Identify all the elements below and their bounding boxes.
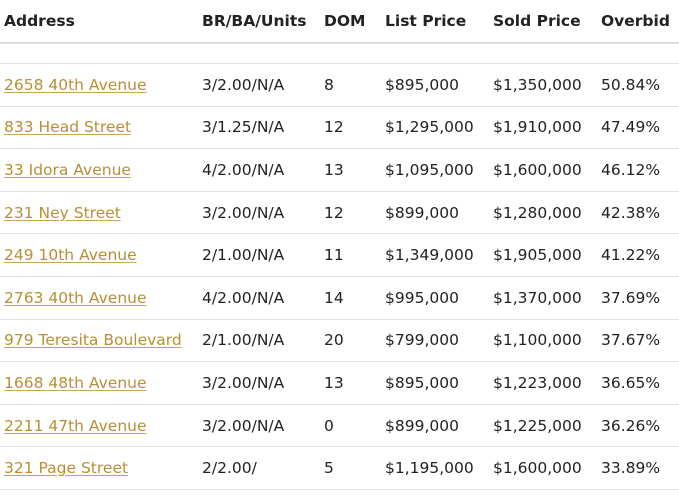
list-price-cell: $895,000	[381, 361, 489, 405]
table-row: 2763 40th Avenue 4/2.00/N/A 14 $995,000 …	[0, 276, 679, 320]
table-row: 33 Idora Avenue 4/2.00/N/A 13 $1,095,000…	[0, 148, 679, 192]
overbid-cell: 47.49%	[597, 106, 679, 150]
address-link[interactable]: 231 Ney Street	[4, 203, 121, 222]
sold-price-cell: $1,100,000	[489, 319, 597, 363]
list-price-cell: $995,000	[381, 276, 489, 320]
address-link[interactable]: 321 Page Street	[4, 459, 129, 478]
overbid-cell: 36.65%	[597, 361, 679, 405]
overbid-cell: 50.84%	[597, 63, 679, 107]
address-cell: 833 Head Street	[0, 106, 198, 150]
dom-cell: 12	[320, 191, 381, 235]
dom-cell: 12	[320, 106, 381, 150]
sold-price-cell: $1,370,000	[489, 276, 597, 320]
br-ba-units-cell: 3/2.00/N/A	[198, 63, 320, 107]
column-header-overbid: Overbid	[597, 0, 679, 44]
sold-price-cell: $1,600,000	[489, 148, 597, 192]
column-header-br-ba-units: BR/BA/Units	[198, 0, 320, 44]
address-cell: 249 10th Avenue	[0, 233, 198, 277]
list-price-cell: $1,095,000	[381, 148, 489, 192]
header-spacer-row	[0, 43, 679, 64]
dom-cell: 13	[320, 361, 381, 405]
spacer-cell	[0, 43, 679, 64]
list-price-cell: $799,000	[381, 319, 489, 363]
overbid-cell: 37.69%	[597, 276, 679, 320]
address-cell: 2763 40th Avenue	[0, 276, 198, 320]
address-link[interactable]: 833 Head Street	[4, 118, 132, 137]
table-row: 2658 40th Avenue 3/2.00/N/A 8 $895,000 $…	[0, 63, 679, 107]
address-cell: 321 Page Street	[0, 446, 198, 490]
table-row: 1668 48th Avenue 3/2.00/N/A 13 $895,000 …	[0, 361, 679, 405]
column-header-list-price: List Price	[381, 0, 489, 44]
dom-cell: 20	[320, 319, 381, 363]
overbid-cell: 36.26%	[597, 404, 679, 448]
table-row: 2211 47th Avenue 3/2.00/N/A 0 $899,000 $…	[0, 404, 679, 448]
list-price-cell: $895,000	[381, 63, 489, 107]
overbid-cell: 46.12%	[597, 148, 679, 192]
table-row: 321 Page Street 2/2.00/ 5 $1,195,000 $1,…	[0, 446, 679, 490]
overbid-cell: 41.22%	[597, 233, 679, 277]
br-ba-units-cell: 3/1.25/N/A	[198, 106, 320, 150]
column-header-dom: DOM	[320, 0, 381, 44]
dom-cell: 0	[320, 404, 381, 448]
list-price-cell: $1,195,000	[381, 446, 489, 490]
address-link[interactable]: 33 Idora Avenue	[4, 160, 131, 179]
dom-cell: 8	[320, 63, 381, 107]
br-ba-units-cell: 4/2.00/N/A	[198, 276, 320, 320]
sold-price-cell: $1,223,000	[489, 361, 597, 405]
address-cell: 33 Idora Avenue	[0, 148, 198, 192]
address-cell: 979 Teresita Boulevard	[0, 319, 198, 363]
list-price-cell: $899,000	[381, 191, 489, 235]
overbid-cell: 37.67%	[597, 319, 679, 363]
address-link[interactable]: 979 Teresita Boulevard	[4, 331, 182, 350]
address-link[interactable]: 2211 47th Avenue	[4, 416, 147, 435]
column-header-sold-price: Sold Price	[489, 0, 597, 44]
br-ba-units-cell: 2/1.00/N/A	[198, 233, 320, 277]
sold-price-cell: $1,910,000	[489, 106, 597, 150]
br-ba-units-cell: 2/2.00/	[198, 446, 320, 490]
dom-cell: 14	[320, 276, 381, 320]
dom-cell: 13	[320, 148, 381, 192]
list-price-cell: $899,000	[381, 404, 489, 448]
column-header-address: Address	[0, 0, 198, 44]
table-row: 833 Head Street 3/1.25/N/A 12 $1,295,000…	[0, 106, 679, 150]
sold-price-cell: $1,225,000	[489, 404, 597, 448]
address-link[interactable]: 2658 40th Avenue	[4, 75, 147, 94]
overbid-cell: 42.38%	[597, 191, 679, 235]
sold-price-cell: $1,280,000	[489, 191, 597, 235]
overbid-cell: 33.89%	[597, 446, 679, 490]
sold-price-cell: $1,600,000	[489, 446, 597, 490]
address-cell: 1668 48th Avenue	[0, 361, 198, 405]
sold-price-cell: $1,905,000	[489, 233, 597, 277]
table-row: 249 10th Avenue 2/1.00/N/A 11 $1,349,000…	[0, 233, 679, 277]
header-row: Address BR/BA/Units DOM List Price Sold …	[0, 0, 679, 44]
br-ba-units-cell: 2/1.00/N/A	[198, 319, 320, 363]
address-cell: 2658 40th Avenue	[0, 63, 198, 107]
address-link[interactable]: 1668 48th Avenue	[4, 373, 147, 392]
dom-cell: 5	[320, 446, 381, 490]
address-link[interactable]: 249 10th Avenue	[4, 246, 137, 265]
br-ba-units-cell: 4/2.00/N/A	[198, 148, 320, 192]
table-row: 979 Teresita Boulevard 2/1.00/N/A 20 $79…	[0, 319, 679, 363]
address-link[interactable]: 2763 40th Avenue	[4, 288, 147, 307]
br-ba-units-cell: 3/2.00/N/A	[198, 404, 320, 448]
br-ba-units-cell: 3/2.00/N/A	[198, 361, 320, 405]
sold-price-cell: $1,350,000	[489, 63, 597, 107]
dom-cell: 11	[320, 233, 381, 277]
list-price-cell: $1,349,000	[381, 233, 489, 277]
address-cell: 231 Ney Street	[0, 191, 198, 235]
table-row: 231 Ney Street 3/2.00/N/A 12 $899,000 $1…	[0, 191, 679, 235]
list-price-cell: $1,295,000	[381, 106, 489, 150]
br-ba-units-cell: 3/2.00/N/A	[198, 191, 320, 235]
address-cell: 2211 47th Avenue	[0, 404, 198, 448]
